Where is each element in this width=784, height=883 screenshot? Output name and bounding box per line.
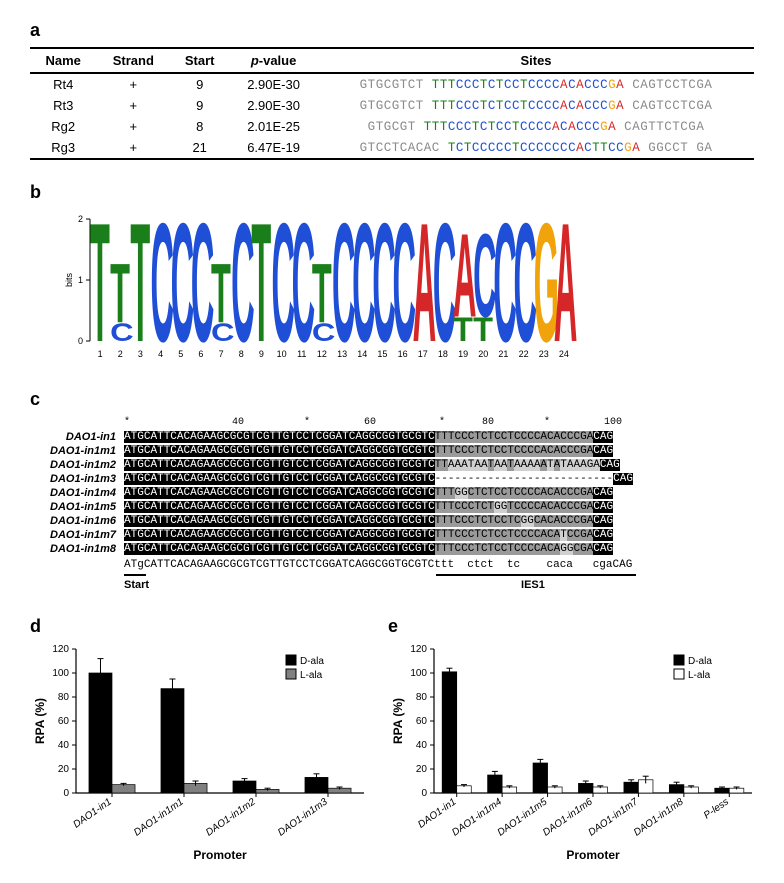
motif-table: NameStrandStartp-valueSites Rt4+92.90E-3… <box>30 47 754 160</box>
panel-d: d 0 20 40 60 80 100 120 RPA (%) D-ala L-ala DAO1-i… <box>30 616 370 863</box>
table-header: p-value <box>229 48 318 73</box>
svg-text:T: T <box>251 213 271 363</box>
svg-text:DAO1-in1: DAO1-in1 <box>71 796 113 830</box>
svg-text:RPA (%): RPA (%) <box>391 698 405 744</box>
chart-e: 0 20 40 60 80 100 120 RPA (%) D-ala L-ala DAO1-in1… <box>388 643 758 863</box>
table-header: Name <box>30 48 96 73</box>
svg-text:100: 100 <box>52 668 69 679</box>
svg-text:120: 120 <box>410 644 427 655</box>
svg-text:40: 40 <box>416 740 428 751</box>
svg-text:DAO1-in1m1: DAO1-in1m1 <box>132 796 186 838</box>
svg-text:120: 120 <box>52 644 69 655</box>
svg-text:DAO1-in1m4: DAO1-in1m4 <box>450 796 504 838</box>
svg-text:2: 2 <box>118 349 123 359</box>
svg-text:Promoter: Promoter <box>193 848 247 862</box>
panel-a: a NameStrandStartp-valueSites Rt4+92.90E… <box>30 20 754 160</box>
svg-text:80: 80 <box>416 692 428 703</box>
svg-text:2: 2 <box>78 214 83 224</box>
alignment-ruler: *40*60*80*100 <box>124 416 633 430</box>
svg-text:D-ala: D-ala <box>688 656 712 667</box>
svg-text:80: 80 <box>58 692 70 703</box>
svg-text:20: 20 <box>58 764 70 775</box>
svg-text:0: 0 <box>78 336 83 346</box>
svg-text:D-ala: D-ala <box>300 656 324 667</box>
svg-text:P-less: P-less <box>702 796 731 821</box>
svg-text:100: 100 <box>410 668 427 679</box>
panel-d-label: d <box>30 616 370 637</box>
svg-text:20: 20 <box>478 349 488 359</box>
panel-row-de: d 0 20 40 60 80 100 120 RPA (%) D-ala L-ala DAO1-i… <box>30 616 754 863</box>
svg-text:DAO1-in1m2: DAO1-in1m2 <box>204 796 258 838</box>
table-row: Rg3+216.47E-19GTCCTCACAC TCTCCCCCTCCCCCC… <box>30 137 754 159</box>
panel-b: b 012bits1T2CT3T4C5C6C7CT8C9T10C11C12CT1… <box>30 182 754 363</box>
alignment-names: DAO1-in1DAO1-in1m1DAO1-in1m2DAO1-in1m3DA… <box>50 416 124 592</box>
svg-text:0: 0 <box>421 788 427 799</box>
svg-text:L-ala: L-ala <box>688 670 711 681</box>
panel-a-label: a <box>30 20 754 41</box>
svg-text:T: T <box>312 246 332 341</box>
chart-d: 0 20 40 60 80 100 120 RPA (%) D-ala L-ala DAO1-in1… <box>30 643 370 863</box>
alignment-consensus: ATgCATTCACAGAAGCGCGTCGTTGTCCTCGGATCAGGCG… <box>124 558 633 572</box>
table-row: Rt4+92.90E-30GTGCGTCT TTTCCCTCTCCTCCCCAC… <box>30 73 754 95</box>
panel-e-label: e <box>388 616 758 637</box>
svg-text:40: 40 <box>58 740 70 751</box>
svg-text:1: 1 <box>78 275 83 285</box>
svg-text:DAO1-in1m5: DAO1-in1m5 <box>496 796 550 838</box>
svg-text:12: 12 <box>317 349 327 359</box>
table-header: Start <box>170 48 229 73</box>
table-header: Sites <box>318 48 754 73</box>
svg-text:A: A <box>554 213 577 363</box>
svg-text:60: 60 <box>58 716 70 727</box>
panel-c: c DAO1-in1DAO1-in1m1DAO1-in1m2DAO1-in1m3… <box>30 389 754 592</box>
svg-text:DAO1-in1m8: DAO1-in1m8 <box>632 796 686 838</box>
svg-text:bits: bits <box>64 273 74 288</box>
svg-text:T: T <box>110 246 130 341</box>
alignment-rows: ATGCATTCACAGAAGCGCGTCGTTGTCCTCGGATCAGGCG… <box>124 430 633 556</box>
panel-b-label: b <box>30 182 754 203</box>
panel-c-label: c <box>30 389 754 410</box>
svg-text:60: 60 <box>416 716 428 727</box>
svg-text:Promoter: Promoter <box>566 848 620 862</box>
svg-text:DAO1-in1m6: DAO1-in1m6 <box>541 796 595 838</box>
svg-text:T: T <box>90 213 110 363</box>
alignment-body: *40*60*80*100 ATGCATTCACAGAAGCGCGTCGTTGT… <box>124 416 633 592</box>
svg-text:L-ala: L-ala <box>300 670 323 681</box>
svg-text:7: 7 <box>219 349 224 359</box>
panel-e: e 0 20 40 60 80 100 120 RPA (%) D-ala L-ala DAO1-i… <box>388 616 758 863</box>
svg-text:DAO1-in1: DAO1-in1 <box>416 796 458 830</box>
svg-text:0: 0 <box>63 788 69 799</box>
svg-text:DAO1-in1m3: DAO1-in1m3 <box>276 796 330 838</box>
table-header: Strand <box>96 48 170 73</box>
svg-text:20: 20 <box>416 764 428 775</box>
svg-text:19: 19 <box>458 349 468 359</box>
svg-text:DAO1-in1m7: DAO1-in1m7 <box>586 796 640 838</box>
table-row: Rt3+92.90E-30GTGCGTCT TTTCCCTCTCCTCCCCAC… <box>30 95 754 116</box>
svg-text:T: T <box>130 213 150 363</box>
alignment-bars: StartIES1 <box>124 574 633 592</box>
sequence-logo: 012bits1T2CT3T4C5C6C7CT8C9T10C11C12CT13C… <box>60 213 580 363</box>
svg-text:T: T <box>211 246 231 341</box>
svg-text:RPA (%): RPA (%) <box>33 698 47 744</box>
table-row: Rg2+82.01E-25GTGCGT TTTCCCTCTCCTCCCCACAC… <box>30 116 754 137</box>
